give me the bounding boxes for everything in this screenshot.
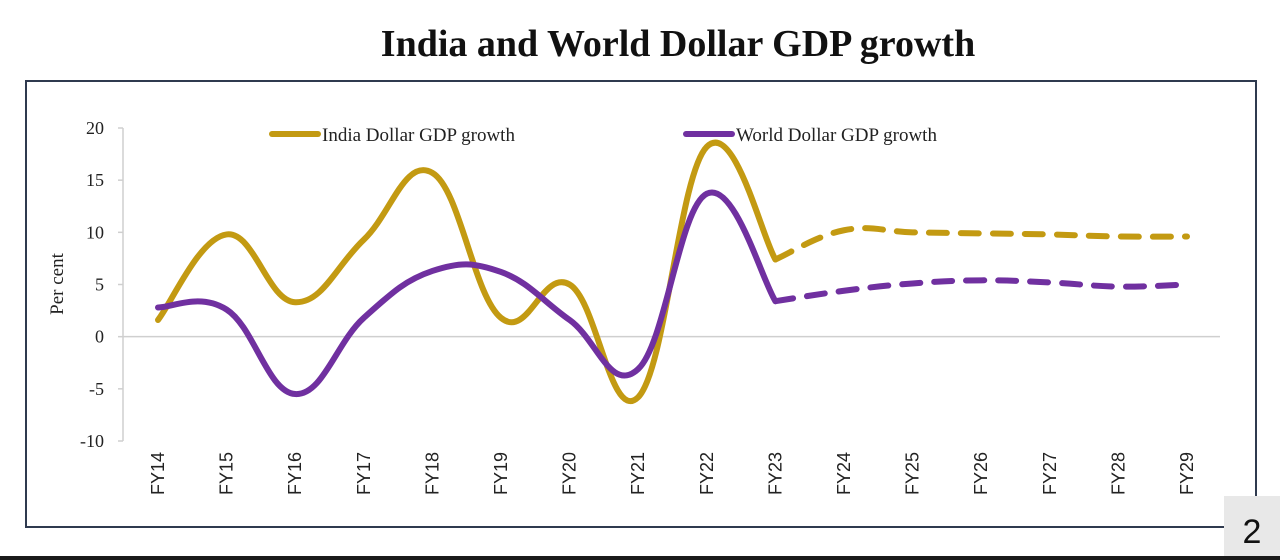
data-point-india <box>567 282 573 288</box>
data-point-world <box>772 298 778 304</box>
data-point-world <box>1047 279 1053 285</box>
data-point-world <box>498 269 504 275</box>
x-tick-label: FY21 <box>628 452 648 495</box>
page-number-badge: 2 <box>1224 496 1280 556</box>
data-point-india <box>155 317 161 323</box>
y-tick-label: 10 <box>86 222 104 242</box>
data-point-india <box>361 237 367 243</box>
data-point-india <box>635 394 641 400</box>
y-tick-label: 5 <box>95 275 104 295</box>
x-tick-label: FY16 <box>285 452 305 495</box>
data-point-world <box>1115 284 1121 290</box>
data-point-india <box>772 256 778 262</box>
data-point-india <box>1115 234 1121 240</box>
x-tick-label: FY18 <box>422 452 442 495</box>
series-line-world-projection <box>772 277 1190 305</box>
data-point-india <box>704 144 710 150</box>
data-point-world <box>910 280 916 286</box>
data-point-world <box>292 391 298 397</box>
x-tick-label: FY15 <box>217 452 237 495</box>
y-axis-label: Per cent <box>47 252 68 314</box>
chart-frame <box>25 80 1257 528</box>
data-point-india <box>429 170 435 176</box>
series-line-india-actual <box>155 140 779 404</box>
series-line-world-actual <box>155 189 779 398</box>
data-point-india <box>292 299 298 305</box>
chart-title: India and World Dollar GDP growth <box>380 23 976 65</box>
data-point-india <box>1047 231 1053 237</box>
y-ticks: 20 15 10 5 0 -5 -10 <box>80 118 123 451</box>
data-point-world <box>429 268 435 274</box>
data-point-world <box>978 277 984 283</box>
legend-label: World Dollar GDP growth <box>736 125 937 146</box>
x-tick-label: FY14 <box>148 452 168 495</box>
x-tick-label: FY20 <box>560 452 580 495</box>
x-tick-label: FY27 <box>1040 452 1060 495</box>
x-tick-label: FY28 <box>1108 452 1128 495</box>
data-point-world <box>361 315 367 321</box>
x-tick-label: FY29 <box>1177 452 1197 495</box>
x-tick-label: FY26 <box>971 452 991 495</box>
data-point-world <box>1184 282 1190 288</box>
data-point-world <box>567 317 573 323</box>
data-point-india <box>224 231 230 237</box>
series-line-india-projection <box>772 225 1190 263</box>
data-point-world <box>635 366 641 372</box>
x-tick-label: FY17 <box>354 452 374 495</box>
x-tick-label: FY24 <box>834 452 854 495</box>
series-lines <box>155 140 1190 404</box>
data-point-world <box>841 288 847 294</box>
x-tick-label: FY23 <box>765 452 785 495</box>
data-point-india <box>1184 234 1190 240</box>
x-tick-label: FY22 <box>697 452 717 495</box>
legend-label: India Dollar GDP growth <box>322 125 515 146</box>
y-tick-label: -10 <box>80 431 104 451</box>
data-point-world <box>224 307 230 313</box>
y-tick-label: 0 <box>95 327 104 347</box>
x-tick-label: FY19 <box>491 452 511 495</box>
data-point-india <box>841 227 847 233</box>
y-tick-label: 20 <box>86 118 104 138</box>
y-tick-label: -5 <box>89 379 104 399</box>
bottom-bar <box>0 556 1280 560</box>
x-ticks: FY14 FY15 FY16 FY17 FY18 FY19 FY20 FY21 FY22 FY23… <box>148 452 1197 495</box>
legend: India Dollar GDP growth World Dollar GDP … <box>269 125 937 146</box>
y-tick-label: 15 <box>86 170 104 190</box>
data-point-india <box>978 230 984 236</box>
data-point-india <box>498 315 504 321</box>
data-point-world <box>704 191 710 197</box>
data-point-world <box>155 304 161 310</box>
x-tick-label: FY25 <box>903 452 923 495</box>
data-point-india <box>910 229 916 235</box>
